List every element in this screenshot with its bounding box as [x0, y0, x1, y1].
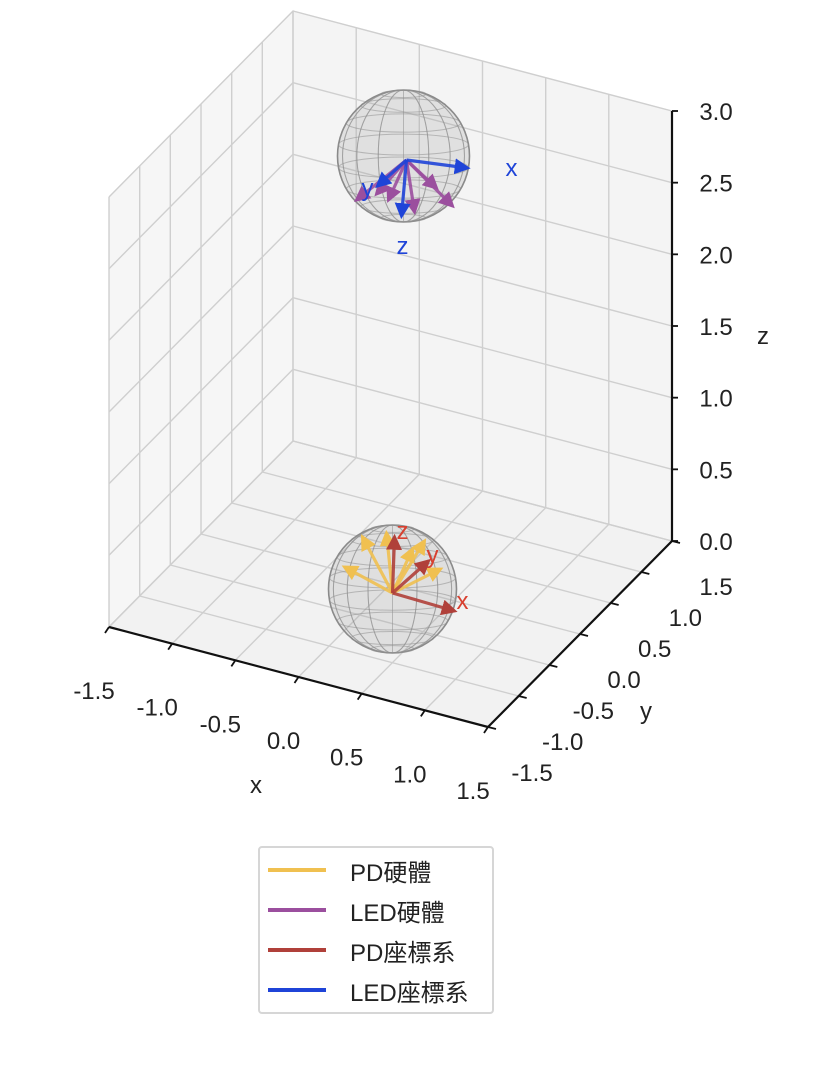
x-tick-label: 1.0	[393, 761, 426, 788]
x-tick-label: 1.5	[456, 778, 489, 805]
legend-item-led-frame: LED座標系	[268, 970, 469, 1010]
y-tick-label: -1.0	[542, 729, 583, 756]
x-tick-label: 0.0	[267, 728, 300, 755]
z-tick-label: 0.0	[699, 529, 732, 556]
grid-lines	[108, 10, 673, 728]
sphere-latitude	[336, 611, 449, 631]
legend: PD硬體 LED硬體 PD座標系 LED座標系	[258, 846, 494, 1014]
legend-label: PD硬體	[350, 859, 432, 887]
x-tick	[104, 626, 110, 634]
pd-hardware-arrow	[341, 565, 394, 595]
y-tick-label: 0.5	[638, 636, 671, 663]
y-tick	[518, 695, 527, 699]
pd-frame-arrows	[386, 533, 458, 616]
y-tick-label: 0.0	[607, 667, 640, 694]
legend-swatch	[268, 948, 326, 952]
x-tick	[483, 726, 489, 734]
y-tick-label: 1.0	[669, 605, 702, 632]
led-frame-z-arrow	[394, 159, 411, 220]
x-tick	[230, 659, 237, 667]
sphere-latitude	[360, 98, 447, 113]
legend-item-led-hardware: LED硬體	[268, 890, 445, 930]
z-tick-label: 1.0	[699, 386, 732, 413]
y-tick	[641, 571, 650, 575]
z-tick-label: 2.5	[699, 171, 732, 198]
y-tick	[579, 633, 589, 637]
legend-swatch	[268, 868, 326, 872]
led-frame-y-arrow	[375, 158, 408, 189]
legend-label: PD座標系	[350, 939, 456, 967]
z-axis-label: z	[757, 323, 769, 350]
x-tick	[293, 676, 300, 684]
led-hardware-arrow	[404, 159, 421, 216]
gridline-z	[108, 368, 673, 556]
sphere-latitude	[350, 630, 435, 646]
gridline-z	[108, 153, 673, 341]
y-tick	[549, 664, 558, 668]
pd-frame-z-arrow	[386, 533, 403, 594]
y-axis-label: y	[640, 698, 652, 725]
x-tick	[356, 693, 363, 701]
led-hardware-arrow	[386, 159, 408, 203]
sphere-latitude	[338, 133, 469, 156]
y-tick	[487, 726, 497, 730]
pd-hardware-arrows	[341, 529, 444, 595]
legend-item-pd-frame: PD座標系	[268, 930, 455, 970]
pd-hardware-arrow	[391, 567, 444, 595]
legend-label: LED座標系	[350, 979, 469, 1007]
led-hardware-arrow	[405, 158, 455, 209]
tick-marks	[104, 110, 681, 734]
x-tick-label: -0.5	[200, 711, 241, 738]
sphere-longitude	[332, 524, 453, 654]
z-tick-label: 0.5	[699, 457, 732, 484]
legend-swatch	[268, 908, 326, 912]
gridline-z	[108, 296, 673, 485]
gridline-z	[108, 440, 673, 628]
y-tick-label: 1.5	[699, 574, 732, 601]
pd-frame-y-label: y	[427, 542, 439, 569]
pd-frame-y-arrow	[391, 558, 431, 595]
gridline-z	[108, 225, 673, 413]
z-tick-label: 2.0	[699, 242, 732, 269]
pd-frame-x-label: x	[457, 588, 469, 615]
led-frame-arrows	[375, 158, 471, 220]
led-frame-z-label: z	[397, 233, 409, 260]
x-tick	[167, 643, 173, 651]
z-tick-label: 3.0	[699, 99, 732, 126]
pd-frame-z-label: z	[397, 518, 409, 545]
legend-swatch	[268, 988, 326, 992]
led-frame-x-arrow	[406, 158, 471, 175]
x-axis-label: x	[250, 772, 262, 799]
led-frame-x-label: x	[506, 155, 518, 182]
x-tick	[420, 709, 426, 717]
y-tick-label: -1.5	[511, 760, 552, 787]
sphere-longitude	[342, 89, 465, 223]
led-frame-y-label: y	[362, 175, 374, 202]
x-tick-label: -1.5	[73, 678, 114, 705]
legend-item-pd-hardware: PD硬體	[268, 850, 431, 890]
x-tick-label: -1.0	[136, 695, 177, 722]
pd-hardware-arrow	[360, 534, 394, 594]
gridline-z	[108, 81, 673, 270]
pd-hardware-arrow	[391, 546, 415, 594]
z-tick-label: 1.5	[699, 314, 732, 341]
y-tick-label: -0.5	[573, 698, 614, 725]
sphere-latitude	[345, 113, 462, 133]
pd-frame-x-arrow	[392, 591, 458, 616]
legend-label: LED硬體	[350, 899, 445, 927]
x-tick-label: 0.5	[330, 745, 363, 772]
gridline-z	[108, 10, 673, 198]
y-tick	[610, 602, 619, 606]
